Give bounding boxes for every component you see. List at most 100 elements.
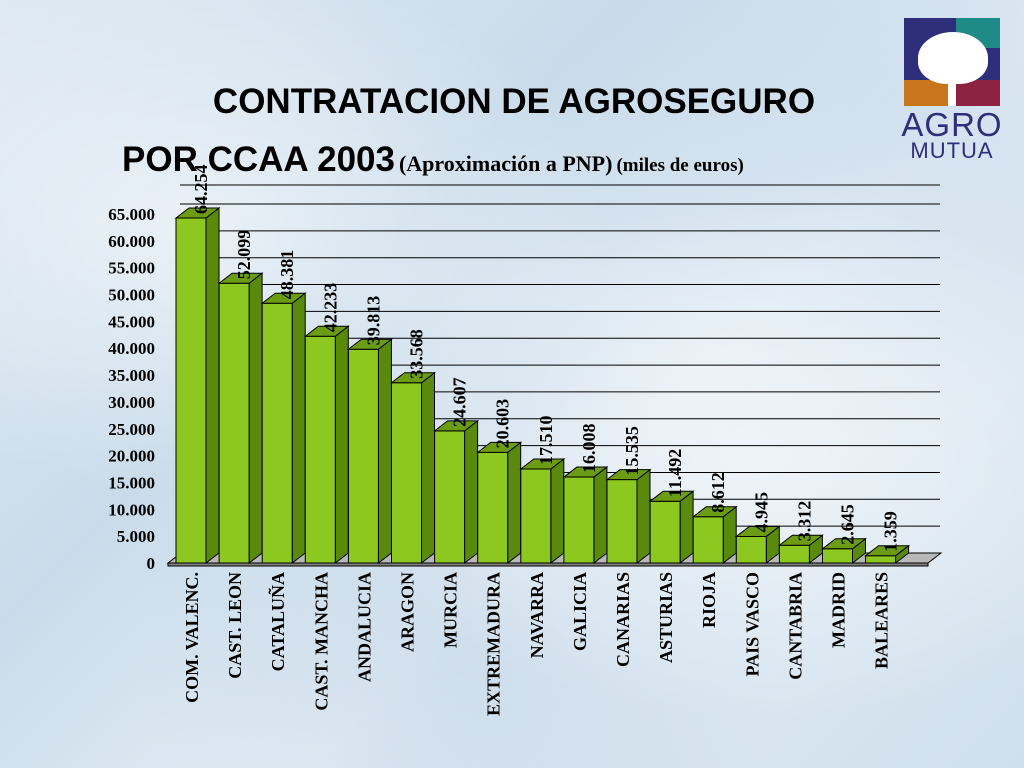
bar-side [205, 206, 220, 565]
value-label: 17.510 [536, 415, 556, 465]
bar-top [734, 525, 781, 537]
bar [476, 441, 523, 565]
y-axis: 0 5.000 10.000 15.000 20.000 25.000 30.000 35.0… [108, 205, 155, 573]
bar-front [649, 500, 681, 564]
bar [390, 371, 436, 565]
bar-side [421, 371, 435, 565]
y-tick-label: 25.000 [108, 420, 155, 439]
y-tick-label: 65.000 [108, 205, 155, 224]
chart-subtitle-unit: (miles de euros) [616, 155, 744, 176]
x-tick-label: ARAGON [398, 572, 418, 652]
x-tick-label: MADRID [829, 572, 849, 648]
value-label: 3.312 [794, 501, 814, 542]
value-label: 16.008 [579, 424, 599, 474]
x-tick-label: MURCIA [441, 572, 461, 648]
value-label: 11.492 [665, 449, 685, 498]
bar [174, 206, 221, 565]
x-tick-label: GALICIA [570, 572, 590, 651]
value-labels: 64.254 52.099 48.381 42.233 39.813 33.568 24.6… [191, 165, 901, 552]
bar-side [334, 325, 349, 565]
bar-side [507, 441, 522, 565]
y-tick-label: 55.000 [108, 259, 155, 278]
bar-top [562, 466, 609, 478]
bar-top [777, 534, 824, 546]
x-tick-label: BALEARES [872, 572, 892, 669]
value-label: 2.645 [838, 504, 858, 545]
chart-subtitle-main: POR CCAA 2003 [122, 140, 395, 179]
bar-front [477, 451, 509, 564]
bar [691, 505, 738, 565]
bar-side [464, 419, 479, 565]
bar-front [434, 430, 466, 564]
value-label: 48.381 [277, 250, 297, 300]
bar-side [377, 338, 392, 565]
bar-side [291, 292, 306, 565]
bar-side [593, 466, 608, 565]
y-tick-label: 40.000 [108, 339, 155, 358]
value-label: 39.813 [363, 296, 383, 346]
x-axis-labels: COM. VALENC. CAST. LEON CATALUÑA CAST. MANC… [182, 572, 892, 716]
bar-top [821, 538, 867, 550]
bar-front [606, 479, 638, 564]
value-label: 15.535 [622, 426, 642, 476]
value-label: 42.233 [320, 283, 340, 333]
agromutua-logo: AGRO MUTUA [900, 14, 1004, 164]
bar [433, 419, 480, 565]
y-tick-label: 10.000 [108, 500, 155, 519]
bar-top [691, 506, 738, 518]
value-label: 1.359 [881, 511, 901, 552]
bar-top [864, 545, 911, 557]
bar [562, 466, 609, 565]
logo-mark [904, 18, 1000, 106]
value-label: 20.603 [493, 399, 513, 449]
x-tick-label: CAST. LEON [225, 572, 245, 679]
bar-top [346, 338, 393, 350]
value-label: 52.099 [234, 230, 254, 280]
bar-front [692, 516, 724, 564]
bar-side [550, 457, 565, 565]
value-label: 4.945 [751, 492, 771, 533]
logo-text-mutua: MUTUA [910, 138, 994, 163]
bar-front [822, 548, 853, 564]
x-tick-label: CATALUÑA [267, 572, 288, 671]
bar-front [175, 217, 207, 564]
y-tick-label: 20.000 [108, 447, 155, 466]
value-label: 24.607 [450, 377, 470, 426]
bar [303, 325, 350, 565]
bar [821, 537, 867, 565]
chart-subtitle: POR CCAA 2003 (Aproximación a PNP) (mile… [122, 140, 744, 180]
bar [734, 525, 781, 565]
bar-top [260, 292, 307, 304]
chart-title: CONTRATACION DE AGROSEGURO [212, 82, 816, 121]
y-tick-label: 35.000 [108, 366, 155, 385]
chart-subtitle-note: (Aproximación a PNP) [398, 151, 613, 176]
bar-top [648, 490, 695, 502]
bar-side [679, 490, 694, 565]
bar [648, 490, 695, 565]
bar-front [347, 348, 379, 564]
bars [174, 206, 911, 565]
bar-front [563, 476, 595, 564]
bar-side [248, 272, 263, 565]
x-tick-label: COM. VALENC. [182, 572, 202, 703]
y-tick-label: 45.000 [108, 312, 155, 331]
y-tick-label: 15.000 [108, 473, 155, 492]
x-tick-label: CAST. MANCHA [311, 572, 331, 711]
bar [777, 534, 824, 565]
bar-front [778, 544, 810, 564]
x-tick-label: NAVARRA [527, 572, 547, 658]
bar-front [520, 468, 552, 564]
x-tick-label: CANTABRIA [785, 572, 805, 680]
bar-front [261, 302, 293, 564]
value-label: 64.254 [191, 165, 211, 215]
bar-front [391, 382, 422, 564]
bar-side [636, 468, 651, 565]
bar-front [218, 282, 250, 564]
bar-front [735, 535, 767, 564]
y-tick-label: 50.000 [108, 286, 155, 305]
bar-top [476, 441, 523, 453]
bar-top [433, 420, 480, 432]
bar-top [519, 458, 566, 470]
bar-top [303, 325, 350, 337]
